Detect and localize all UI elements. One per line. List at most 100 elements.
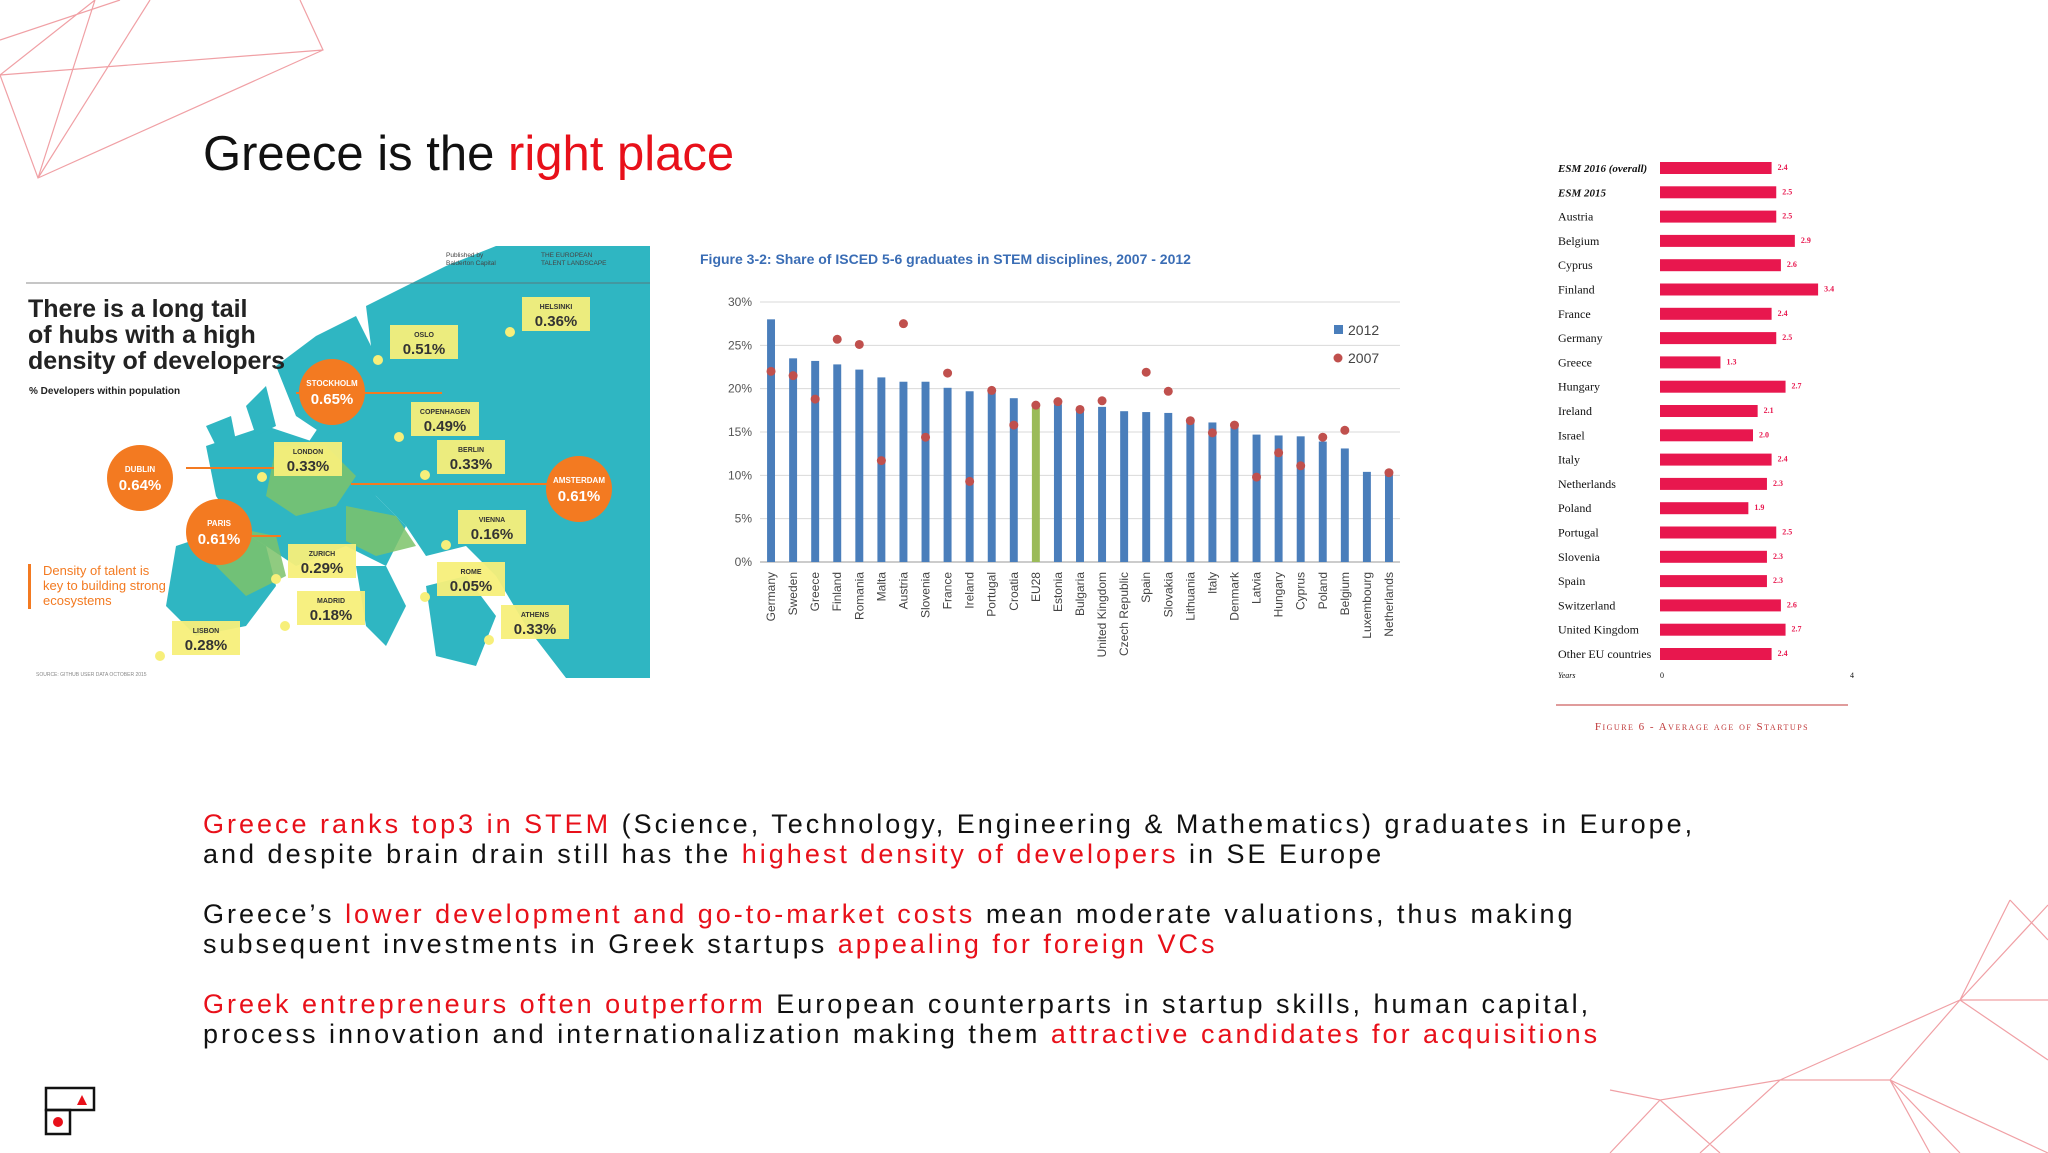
- city-markers: HELSINKI 0.36% OSLO 0.51% STOCKHOLM 0.65% COPE…: [107, 297, 612, 661]
- city-name: ZURICH: [309, 551, 335, 558]
- map-publisher: Balderton Capital: [446, 260, 496, 267]
- stem-x-tick: Estonia: [1051, 572, 1065, 612]
- age-bar: [1660, 380, 1786, 393]
- stem-bar: [1120, 411, 1129, 562]
- page-title: Greece is the right place: [203, 126, 734, 182]
- age-row: Netherlands 2.3: [1558, 477, 1783, 491]
- stem-x-tick: Ireland: [963, 572, 977, 609]
- stem-dot: [1340, 425, 1350, 435]
- city-value: 0.51%: [403, 341, 446, 358]
- age-bar: [1660, 332, 1777, 345]
- stem-x-tick: Latvia: [1250, 572, 1264, 604]
- stem-y-tick-labels: 0% 5% 10% 15% 20% 25% 30%: [728, 295, 752, 569]
- age-category: Germany: [1558, 331, 1603, 345]
- age-row: Finland 3.4: [1558, 283, 1834, 297]
- legend-2007-label: 2007: [1348, 350, 1379, 366]
- body-text: process innovation and internationalizat…: [203, 1019, 1051, 1049]
- stem-x-tick: Finland: [830, 572, 844, 611]
- stem-dot: [1252, 472, 1262, 482]
- stem-x-tick: Netherlands: [1382, 572, 1396, 637]
- stem-dot: [987, 385, 997, 395]
- age-value-label: 2.6: [1787, 600, 1797, 609]
- stem-x-tick: Portugal: [985, 572, 999, 617]
- age-category: ESM 2015: [1557, 187, 1606, 199]
- stem-x-tick: Cyprus: [1294, 572, 1308, 610]
- stem-dot: [1075, 404, 1085, 414]
- map-report: THE EUROPEAN: [541, 252, 593, 259]
- age-row: Spain 2.3: [1558, 574, 1783, 588]
- stem-bar: [1164, 412, 1173, 562]
- age-category: Switzerland: [1558, 598, 1615, 612]
- age-value-label: 2.5: [1782, 212, 1792, 221]
- city-vienna: VIENNA 0.16%: [441, 510, 526, 550]
- age-x-tick-4: 4: [1850, 671, 1854, 680]
- city-value: 0.05%: [450, 578, 493, 595]
- stem-x-tick: Slovenia: [919, 572, 933, 618]
- stem-dot: [810, 394, 820, 404]
- stem-bar: [811, 360, 820, 562]
- stem-x-tick: Czech Republic: [1117, 572, 1131, 656]
- city-name: VIENNA: [479, 517, 505, 524]
- age-bar: [1660, 477, 1767, 490]
- stem-dot: [965, 476, 975, 486]
- city-dublin: DUBLIN 0.64%: [107, 445, 173, 511]
- brand-logo: [44, 1086, 96, 1136]
- map-legend-1: Density of talent is: [43, 563, 150, 578]
- map-source: SOURCE: GITHUB USER DATA OCTOBER 2015: [36, 672, 147, 678]
- age-value-label: 2.1: [1764, 406, 1774, 415]
- age-bar: [1660, 550, 1767, 563]
- age-category: ESM 2016 (overall): [1557, 163, 1647, 175]
- age-category: Belgium: [1558, 234, 1600, 248]
- stem-x-tick: Luxembourg: [1360, 572, 1374, 639]
- body-text: subsequent investments in Greek startups: [203, 929, 838, 959]
- stem-bar: [789, 358, 798, 562]
- city-value: 0.33%: [514, 621, 557, 638]
- age-bar: [1660, 405, 1758, 417]
- age-bar: [1660, 356, 1721, 369]
- stem-x-tick: Italy: [1205, 572, 1219, 594]
- city-helsinki: HELSINKI 0.36%: [505, 297, 590, 337]
- age-row: ESM 2016 (overall) 2.4: [1557, 162, 1788, 175]
- stem-bar: [1274, 435, 1283, 562]
- age-value-label: 2.4: [1778, 649, 1788, 658]
- stem-bar: [1252, 434, 1261, 562]
- stem-bar: [943, 387, 952, 562]
- city-name: PARIS: [207, 519, 232, 528]
- city-name: OSLO: [414, 332, 434, 339]
- highlight-text: attractive candidates for acquisitions: [1050, 1019, 1601, 1049]
- city-name: MADRID: [317, 598, 345, 605]
- city-paris: PARIS 0.61%: [186, 499, 252, 565]
- stem-bar: [1186, 421, 1195, 562]
- paragraph-1-line-1: Greece ranks top3 in STEM (Science, Tech…: [203, 809, 1695, 839]
- age-category: France: [1558, 307, 1591, 321]
- age-bar: [1660, 429, 1753, 442]
- city-value: 0.16%: [471, 526, 514, 543]
- stem-x-tick-labels: Germany Sweden Greece Finland Romania Malta Au…: [764, 571, 1396, 657]
- stem-bar: [1208, 422, 1217, 562]
- stem-bar: [899, 381, 908, 562]
- age-value-label: 2.9: [1801, 236, 1811, 245]
- age-value-label: 2.3: [1773, 479, 1783, 488]
- stem-legend: 2012 2007: [1333, 322, 1379, 366]
- age-category: Finland: [1558, 283, 1595, 297]
- city-name: ATHENS: [521, 612, 550, 619]
- city-name: LISBON: [193, 628, 219, 635]
- stem-y-tick: 0%: [735, 555, 753, 569]
- age-bar: [1660, 162, 1772, 174]
- age-value-label: 2.4: [1778, 163, 1788, 172]
- stem-bar: [921, 381, 930, 562]
- city-value: 0.18%: [310, 607, 353, 624]
- paragraph-1-line-2: and despite brain drain still has the hi…: [203, 839, 1384, 869]
- body-text: Greece’s: [203, 899, 346, 929]
- city-value: 0.29%: [301, 560, 344, 577]
- map-published-by: Published by: [446, 252, 484, 259]
- stem-bar: [987, 389, 996, 562]
- stem-x-tick: Croatia: [1007, 572, 1021, 611]
- age-bar: [1660, 234, 1795, 247]
- age-category: Cyprus: [1558, 258, 1593, 272]
- city-amsterdam: AMSTERDAM 0.61%: [546, 456, 612, 522]
- city-name: DUBLIN: [125, 465, 155, 474]
- age-bar: [1660, 599, 1781, 612]
- city-name: ROME: [461, 569, 482, 576]
- city-copenhagen: COPENHAGEN 0.49%: [394, 402, 479, 442]
